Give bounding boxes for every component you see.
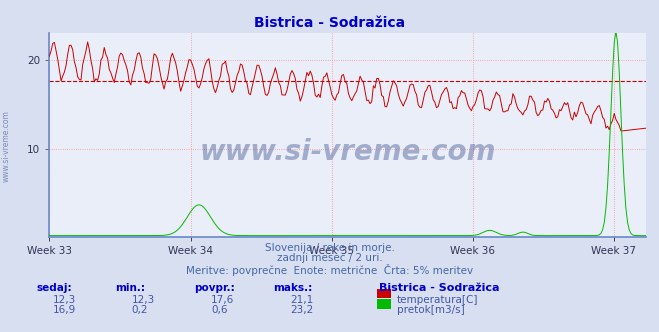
Text: 0,6: 0,6: [211, 305, 227, 315]
Text: 23,2: 23,2: [290, 305, 313, 315]
Text: 17,6: 17,6: [211, 295, 234, 305]
Text: www.si-vreme.com: www.si-vreme.com: [2, 110, 11, 182]
Text: povpr.:: povpr.:: [194, 283, 235, 293]
Text: sedaj:: sedaj:: [36, 283, 72, 293]
Text: Slovenija / reke in morje.: Slovenija / reke in morje.: [264, 243, 395, 253]
Text: zadnji mesec / 2 uri.: zadnji mesec / 2 uri.: [277, 253, 382, 263]
Text: 16,9: 16,9: [53, 305, 76, 315]
Text: maks.:: maks.:: [273, 283, 313, 293]
Text: pretok[m3/s]: pretok[m3/s]: [397, 305, 465, 315]
Text: 21,1: 21,1: [290, 295, 313, 305]
Text: temperatura[C]: temperatura[C]: [397, 295, 478, 305]
Text: Bistrica - Sodražica: Bistrica - Sodražica: [254, 16, 405, 30]
Text: 12,3: 12,3: [53, 295, 76, 305]
Text: 12,3: 12,3: [132, 295, 155, 305]
Text: Bistrica - Sodražica: Bistrica - Sodražica: [379, 283, 500, 293]
Text: min.:: min.:: [115, 283, 146, 293]
Text: www.si-vreme.com: www.si-vreme.com: [200, 138, 496, 166]
Text: 0,2: 0,2: [132, 305, 148, 315]
Text: Meritve: povprečne  Enote: metrične  Črta: 5% meritev: Meritve: povprečne Enote: metrične Črta:…: [186, 264, 473, 276]
